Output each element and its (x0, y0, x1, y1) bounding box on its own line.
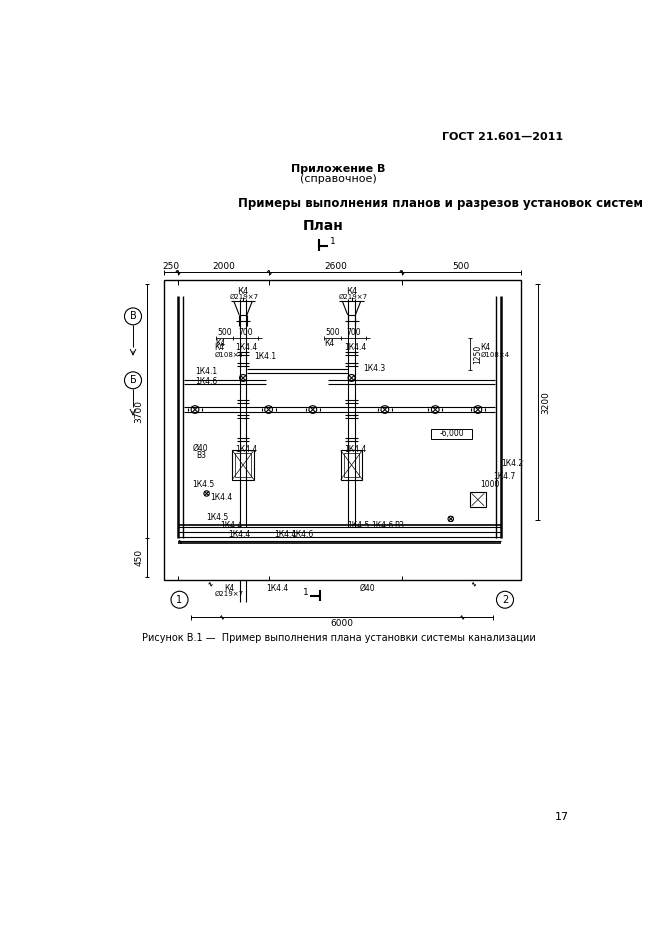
Text: (справочное): (справочное) (300, 174, 377, 184)
Text: Ø108×4: Ø108×4 (214, 352, 243, 358)
Text: 1: 1 (303, 588, 309, 596)
Text: 1К4.4: 1К4.4 (235, 344, 258, 353)
Text: 1К4.5: 1К4.5 (192, 480, 215, 489)
Text: 1К4.6: 1К4.6 (195, 376, 217, 386)
Text: В3: В3 (394, 521, 404, 531)
Text: 450: 450 (135, 549, 143, 566)
Bar (344, 453, 360, 476)
Text: 2600: 2600 (325, 262, 347, 271)
Text: 1К4.2: 1К4.2 (501, 459, 524, 468)
Bar (470, 492, 486, 507)
Text: 1К4.1: 1К4.1 (254, 352, 277, 361)
Text: В3: В3 (196, 451, 206, 461)
Text: План: План (303, 218, 343, 232)
Text: 500: 500 (326, 328, 340, 337)
Text: 1250: 1250 (473, 344, 483, 364)
Text: 1К4.4: 1К4.4 (228, 530, 251, 539)
Bar (340, 450, 362, 479)
Text: 1К4.4: 1К4.4 (210, 493, 233, 502)
Text: 1К4.5: 1К4.5 (207, 513, 229, 522)
Text: 1К4.7: 1К4.7 (493, 472, 516, 481)
Text: Ø219×7: Ø219×7 (230, 294, 259, 300)
Text: К4: К4 (346, 287, 357, 296)
Text: Ø40: Ø40 (360, 584, 375, 592)
Text: ГОСТ 21.601—2011: ГОСТ 21.601—2011 (442, 132, 563, 142)
Text: 3700: 3700 (135, 400, 143, 423)
Text: К4: К4 (325, 339, 334, 348)
Text: 1К4.4: 1К4.4 (274, 530, 296, 539)
Bar (432, 429, 472, 439)
Text: Ø219×7: Ø219×7 (215, 592, 244, 597)
Text: 700: 700 (238, 328, 253, 337)
Text: 700: 700 (346, 328, 361, 337)
Text: 3200: 3200 (541, 391, 550, 414)
Text: 1К4.1: 1К4.1 (195, 367, 217, 375)
Text: 1000: 1000 (480, 480, 500, 489)
Text: 1К4.3: 1К4.3 (363, 364, 385, 373)
Text: В: В (130, 312, 136, 321)
Text: К4: К4 (237, 287, 249, 296)
Text: 2000: 2000 (212, 262, 235, 271)
Text: Рисунок В.1 —  Пример выполнения плана установки системы канализации: Рисунок В.1 — Пример выполнения плана ус… (141, 634, 535, 643)
Text: 6000: 6000 (330, 619, 354, 628)
Bar (164, 280, 520, 580)
Text: Приложение В: Приложение В (292, 165, 385, 174)
Text: 1К4.4: 1К4.4 (344, 446, 366, 454)
Text: Ø108×4: Ø108×4 (480, 352, 510, 358)
Text: 1: 1 (176, 594, 182, 605)
Text: Примеры выполнения планов и разрезов установок систем: Примеры выполнения планов и разрезов уст… (237, 197, 642, 210)
Text: 1К4.6: 1К4.6 (371, 521, 393, 531)
Text: Б: Б (130, 375, 136, 386)
Text: 2: 2 (502, 594, 508, 605)
Text: -6,000: -6,000 (439, 430, 464, 438)
Bar (235, 453, 251, 476)
Text: 1К4.6: 1К4.6 (291, 530, 313, 539)
Bar (232, 450, 254, 479)
Text: 17: 17 (555, 812, 568, 822)
Text: Ø219×7: Ø219×7 (338, 294, 368, 300)
Text: 500: 500 (453, 262, 470, 271)
Text: 1К4.4: 1К4.4 (266, 584, 289, 592)
Text: 500: 500 (217, 328, 232, 337)
Text: 1К4.4: 1К4.4 (221, 521, 243, 531)
Text: К4: К4 (480, 344, 490, 353)
Text: К4: К4 (224, 584, 234, 592)
Text: К4: К4 (214, 344, 225, 353)
Text: Ø40: Ø40 (192, 444, 208, 452)
Text: К4: К4 (215, 339, 226, 348)
Text: 250: 250 (163, 262, 180, 271)
Text: 1К4.4: 1К4.4 (344, 344, 366, 353)
Text: 1: 1 (330, 237, 336, 246)
Text: 1К4.5: 1К4.5 (348, 521, 370, 531)
Text: 1К4.4: 1К4.4 (235, 446, 258, 454)
